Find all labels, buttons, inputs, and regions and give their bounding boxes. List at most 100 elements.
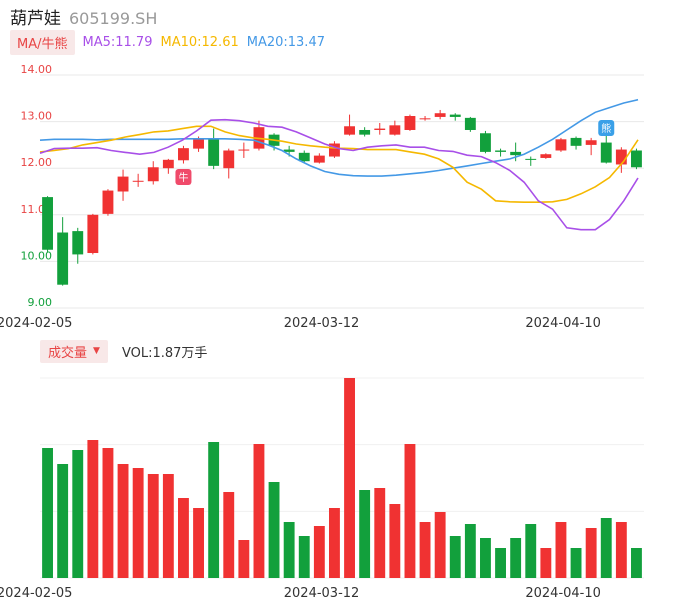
- candle-body: [480, 133, 491, 152]
- volume-bar: [57, 464, 69, 578]
- candle-body: [389, 125, 401, 135]
- volume-bar: [72, 450, 84, 578]
- volume-bar: [540, 548, 552, 578]
- volume-bar: [404, 444, 416, 578]
- volume-bar: [313, 526, 325, 578]
- volume-date-label: 2024-02-05: [0, 586, 72, 601]
- price-tick-label: 12.00: [21, 156, 53, 169]
- volume-bar: [253, 444, 265, 578]
- ma-legend: MA/牛熊 MA5:11.79 MA10:12.61 MA20:13.47: [10, 29, 325, 55]
- candle-body: [132, 180, 144, 182]
- candle-body: [540, 154, 552, 158]
- volume-bar: [329, 508, 340, 578]
- stock-header: 葫芦娃 605199.SH: [10, 4, 158, 29]
- ma5-legend: MA5:11.79: [82, 34, 153, 50]
- price-tick-label: 10.00: [21, 249, 53, 262]
- volume-indicator-selector[interactable]: 成交量 ▼: [40, 339, 108, 363]
- volume-bar: [615, 522, 627, 578]
- volume-bar: [480, 538, 491, 578]
- volume-bar: [419, 522, 431, 578]
- volume-bar: [464, 524, 476, 578]
- candle-body: [344, 126, 355, 135]
- volume-bar: [283, 522, 295, 578]
- caret-down-icon: ▼: [93, 346, 100, 356]
- volume-bar: [193, 508, 204, 578]
- volume-bar: [298, 536, 310, 578]
- volume-bar: [555, 522, 567, 578]
- volume-bar: [374, 488, 386, 578]
- candle-body: [208, 139, 220, 166]
- candle-body: [525, 158, 537, 160]
- candle-body: [193, 139, 204, 149]
- price-tick-label: 13.00: [21, 110, 53, 123]
- candle-body: [510, 151, 522, 156]
- volume-bar: [585, 528, 597, 578]
- volume-bar: [147, 474, 159, 578]
- ma-indicator-selector[interactable]: MA/牛熊: [10, 29, 75, 55]
- volume-bar: [389, 504, 401, 578]
- candle-body: [147, 167, 159, 182]
- candle-body: [102, 190, 114, 214]
- candle-body: [72, 231, 84, 255]
- candle-body: [495, 150, 506, 152]
- volume-bar: [600, 518, 612, 578]
- volume-bar: [510, 538, 522, 578]
- volume-legend: 成交量 ▼ VOL:1.87万手: [40, 339, 208, 363]
- ma20-line: [39, 98, 639, 177]
- volume-bar: [449, 536, 461, 578]
- candle-body: [434, 113, 446, 117]
- volume-bar: [268, 482, 280, 578]
- bull-marker-icon: 牛: [178, 171, 188, 184]
- candle-body: [313, 155, 325, 163]
- candle-body: [631, 150, 642, 168]
- candle-body: [374, 128, 386, 130]
- volume-bar: [102, 448, 114, 578]
- volume-bar: [223, 492, 235, 578]
- volume-bar: [132, 468, 144, 578]
- stock-code: 605199.SH: [69, 9, 158, 28]
- ma20-legend: MA20:13.47: [246, 34, 325, 50]
- volume-bar: [631, 548, 642, 578]
- volume-bar: [178, 498, 189, 578]
- volume-bar: [162, 474, 174, 578]
- bear-marker-icon-bg: [598, 120, 615, 136]
- volume-value: VOL:1.87万手: [121, 345, 208, 361]
- candle-body: [329, 143, 340, 157]
- volume-date-label: 2024-04-10: [525, 586, 601, 601]
- price-date-label: 2024-04-10: [525, 316, 601, 331]
- bear-marker-icon: 熊: [601, 122, 611, 135]
- volume-bar: [238, 540, 250, 578]
- candle-body: [87, 214, 99, 254]
- candle-body: [585, 140, 597, 145]
- volume-bar: [359, 490, 371, 578]
- volume-bar: [42, 448, 53, 578]
- candle-body: [615, 149, 627, 165]
- candle-body: [283, 149, 295, 152]
- volume-bar: [495, 548, 506, 578]
- price-date-label: 2024-03-12: [284, 316, 360, 331]
- volume-bar: [87, 440, 99, 578]
- candle-body: [238, 149, 250, 151]
- volume-tag-label: 成交量: [48, 345, 88, 361]
- ma5-line: [39, 118, 639, 231]
- volume-bar: [344, 378, 355, 578]
- ma10-legend: MA10:12.61: [160, 34, 239, 50]
- candle-body: [162, 159, 174, 169]
- volume-bar: [208, 442, 220, 578]
- volume-bar: [434, 512, 446, 578]
- candle-body: [570, 137, 582, 146]
- price-tick-label: 9.00: [28, 296, 53, 309]
- candle-body: [555, 139, 567, 151]
- price-date-label: 2024-02-05: [0, 316, 72, 331]
- bull-marker-icon-bg: [175, 169, 192, 185]
- candle-body: [449, 114, 461, 117]
- candle-body: [419, 118, 431, 120]
- candle-body: [178, 148, 189, 161]
- candle-body: [223, 150, 235, 169]
- volume-bar: [570, 548, 582, 578]
- volume-date-label: 2024-03-12: [284, 586, 360, 601]
- volume-bar: [525, 524, 537, 578]
- candle-body: [464, 117, 476, 130]
- candle-body: [117, 176, 129, 192]
